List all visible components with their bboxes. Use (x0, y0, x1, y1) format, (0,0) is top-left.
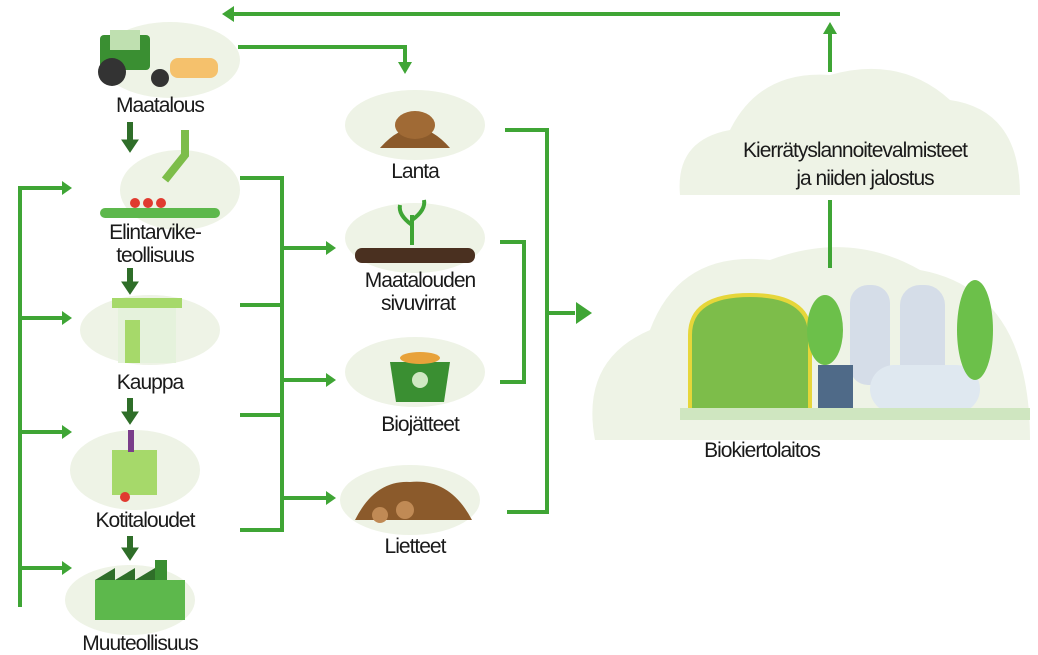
node-label: teollisuus (116, 244, 194, 267)
node-label: sivuvirrat (381, 292, 456, 315)
diagram: Maatalous Elintarvike- teollisuus Kauppa… (0, 0, 1038, 655)
node-label: Muuteollisuus (82, 632, 198, 655)
node-label: ja niiden jalostus (795, 167, 934, 190)
node-label: Biojätteet (381, 413, 460, 436)
node-label: Biokiertolaitos (704, 439, 820, 462)
node-label: Maatalouden (365, 269, 476, 292)
node-label: Elintarvike- (109, 221, 202, 244)
node-label: Maatalous (116, 94, 204, 117)
node-label: Kauppa (117, 371, 185, 394)
node-label: Lietteet (385, 535, 447, 558)
node-label: Kotitaloudet (96, 509, 196, 532)
node-label: Kierrätyslannoitevalmisteet (743, 139, 968, 162)
node-label: Lanta (391, 160, 440, 183)
